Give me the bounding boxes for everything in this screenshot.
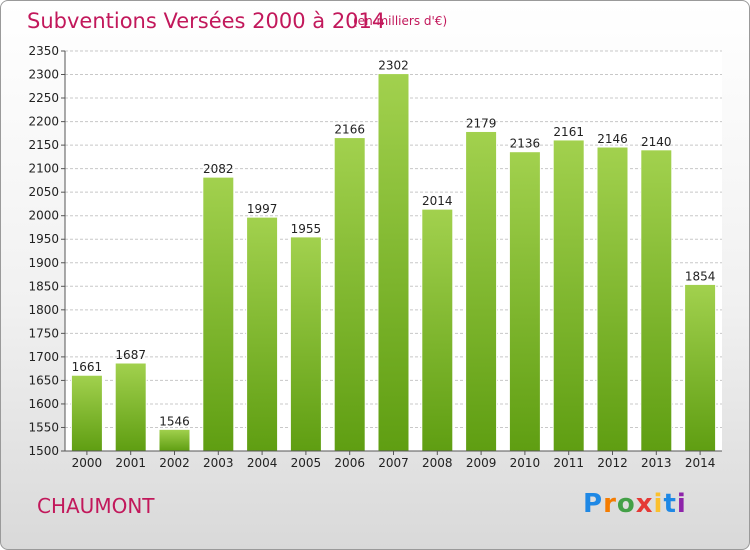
x-tick-label-2003: 2003 (203, 456, 234, 470)
bar-2013 (640, 149, 673, 452)
y-tick-label: 1900 (28, 256, 59, 270)
chart-title: Subventions Versées 2000 à 2014 (27, 9, 386, 33)
y-tick-label: 2000 (28, 209, 59, 223)
proxiti-logo: Proxiti (583, 489, 687, 519)
value-label-2014: 1854 (685, 269, 716, 283)
value-label-2007: 2302 (378, 59, 409, 73)
x-tick-label-2012: 2012 (597, 456, 628, 470)
value-label-2003: 2082 (203, 162, 234, 176)
bar-2000 (70, 374, 103, 452)
x-tick-label-2001: 2001 (115, 456, 146, 470)
value-label-2010: 2136 (510, 137, 541, 151)
y-tick-label: 1700 (28, 350, 59, 364)
y-tick-label: 1550 (28, 420, 59, 434)
y-tick-label: 2050 (28, 185, 59, 199)
bar-2009 (465, 130, 498, 452)
x-tick-label-2004: 2004 (247, 456, 278, 470)
y-tick-label: 1750 (28, 326, 59, 340)
value-label-2009: 2179 (466, 116, 497, 130)
y-tick-label: 1800 (28, 303, 59, 317)
value-label-2013: 2140 (641, 135, 672, 149)
y-tick-label: 1850 (28, 279, 59, 293)
bar-2002 (158, 428, 191, 452)
y-tick-label: 2350 (28, 44, 59, 58)
bar-2001 (114, 362, 147, 452)
x-tick-label-2005: 2005 (291, 456, 322, 470)
x-tick-label-2000: 2000 (72, 456, 103, 470)
value-label-2005: 1955 (291, 222, 322, 236)
value-label-2012: 2146 (597, 132, 628, 146)
value-label-2004: 1997 (247, 202, 278, 216)
y-tick-label: 1650 (28, 373, 59, 387)
bar-2012 (596, 146, 629, 452)
y-tick-label: 2250 (28, 91, 59, 105)
x-tick-label-2010: 2010 (510, 456, 541, 470)
bar-2007 (377, 73, 410, 452)
y-tick-label: 1500 (28, 444, 59, 458)
bar-2014 (684, 283, 717, 452)
x-tick-label-2002: 2002 (159, 456, 190, 470)
bar-2011 (552, 139, 585, 452)
bar-2005 (289, 236, 322, 452)
value-label-2000: 1661 (72, 360, 103, 374)
value-label-2001: 1687 (115, 348, 146, 362)
x-tick-label-2013: 2013 (641, 456, 672, 470)
bar-2006 (333, 137, 366, 452)
y-tick-label: 2150 (28, 138, 59, 152)
y-tick-label: 2100 (28, 162, 59, 176)
value-label-2011: 2161 (553, 125, 584, 139)
x-tick-label-2006: 2006 (334, 456, 365, 470)
bar-2010 (508, 151, 541, 452)
bar-2008 (421, 208, 454, 452)
bar-2004 (246, 216, 279, 452)
commune-name: CHAUMONT (37, 494, 155, 518)
y-tick-label: 1600 (28, 397, 59, 411)
x-tick-label-2014: 2014 (685, 456, 716, 470)
y-tick-label: 2200 (28, 115, 59, 129)
chart-unit-note: (en milliers d'€) (353, 14, 448, 28)
x-tick-label-2009: 2009 (466, 456, 497, 470)
value-label-2002: 1546 (159, 414, 190, 428)
y-tick-label: 1950 (28, 232, 59, 246)
value-label-2008: 2014 (422, 194, 453, 208)
x-tick-label-2007: 2007 (378, 456, 409, 470)
value-label-2006: 2166 (334, 123, 365, 137)
x-tick-label-2008: 2008 (422, 456, 453, 470)
y-tick-label: 2300 (28, 68, 59, 82)
bar-2003 (202, 176, 235, 452)
x-tick-label-2011: 2011 (553, 456, 584, 470)
